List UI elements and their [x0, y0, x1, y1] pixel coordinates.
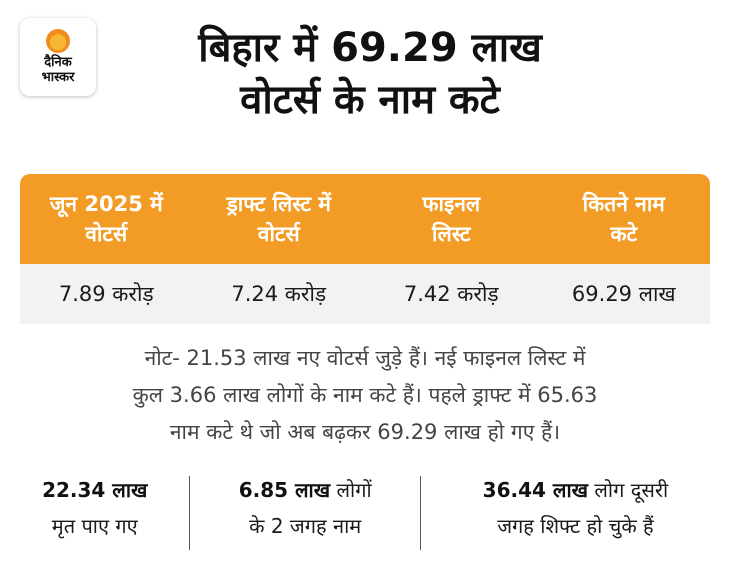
headline: बिहार में 69.29 लाख वोटर्स के नाम कटे	[120, 22, 620, 126]
note-text: नोट- 21.53 लाख नए वोटर्स जुड़े हैं। नई फ…	[25, 340, 705, 451]
cell-june-2025-voters: 7.89 करोड़	[58, 282, 154, 306]
stat-shifted-label: जगह शिफ्ट हो चुके हैं	[497, 514, 654, 538]
table-header: जून 2025 में वोटर्स ड्राफ्ट लिस्ट में वोटर…	[20, 174, 710, 264]
header-draft-list-voters: ड्राफ्ट लिस्ट में वोटर्स	[226, 192, 331, 246]
headline-line1: बिहार में 69.29 लाख	[198, 25, 542, 71]
divider	[419, 476, 421, 550]
stat-duplicate-value: 6.85 लाख	[238, 478, 331, 502]
voter-table: जून 2025 में वोटर्स ड्राफ्ट लिस्ट में वोटर…	[20, 174, 710, 324]
stat-deceased-value: 22.34 लाख	[42, 478, 148, 502]
stat-shifted-value: 36.44 लाख	[482, 478, 588, 502]
header-names-removed: कितने नाम कटे	[582, 192, 665, 246]
stats-row: 22.34 लाख मृत पाए गए 6.85 लाख लोगों के 2…	[0, 472, 730, 552]
stat-duplicate-label: के 2 जगह नाम	[249, 514, 362, 538]
table-row: 7.89 करोड़ 7.24 करोड़ 7.42 करोड़ 69.29 ल…	[20, 264, 710, 324]
header-final-list: फाइनल लिस्ट	[422, 192, 481, 246]
header-june-2025-voters: जून 2025 में वोटर्स	[49, 192, 163, 246]
cell-draft-list-voters: 7.24 करोड़	[231, 282, 327, 306]
logo-text-line2: भास्कर	[41, 70, 75, 85]
logo-text-line1: दैनिक	[44, 55, 72, 70]
stat-shifted: 36.44 लाख लोग दूसरी जगह शिफ्ट हो चुके है…	[421, 472, 730, 552]
headline-line2: वोटर्स के नाम कटे	[240, 77, 500, 123]
sun-icon	[46, 29, 70, 53]
cell-final-list: 7.42 करोड़	[403, 282, 499, 306]
cell-names-removed: 69.29 लाख	[571, 282, 676, 306]
stat-deceased-label: मृत पाए गए	[51, 514, 138, 538]
divider	[189, 476, 191, 550]
stat-duplicate: 6.85 लाख लोगों के 2 जगह नाम	[190, 472, 419, 552]
note-line2: कुल 3.66 लाख लोगों के नाम कटे हैं। पहले …	[132, 383, 598, 407]
note-line3: नाम कटे थे जो अब बढ़कर 69.29 लाख हो गए ह…	[169, 420, 561, 444]
stat-deceased: 22.34 लाख मृत पाए गए	[0, 472, 189, 552]
dainik-bhaskar-logo: दैनिक भास्कर	[20, 18, 96, 96]
note-line1: नोट- 21.53 लाख नए वोटर्स जुड़े हैं। नई फ…	[144, 346, 586, 370]
